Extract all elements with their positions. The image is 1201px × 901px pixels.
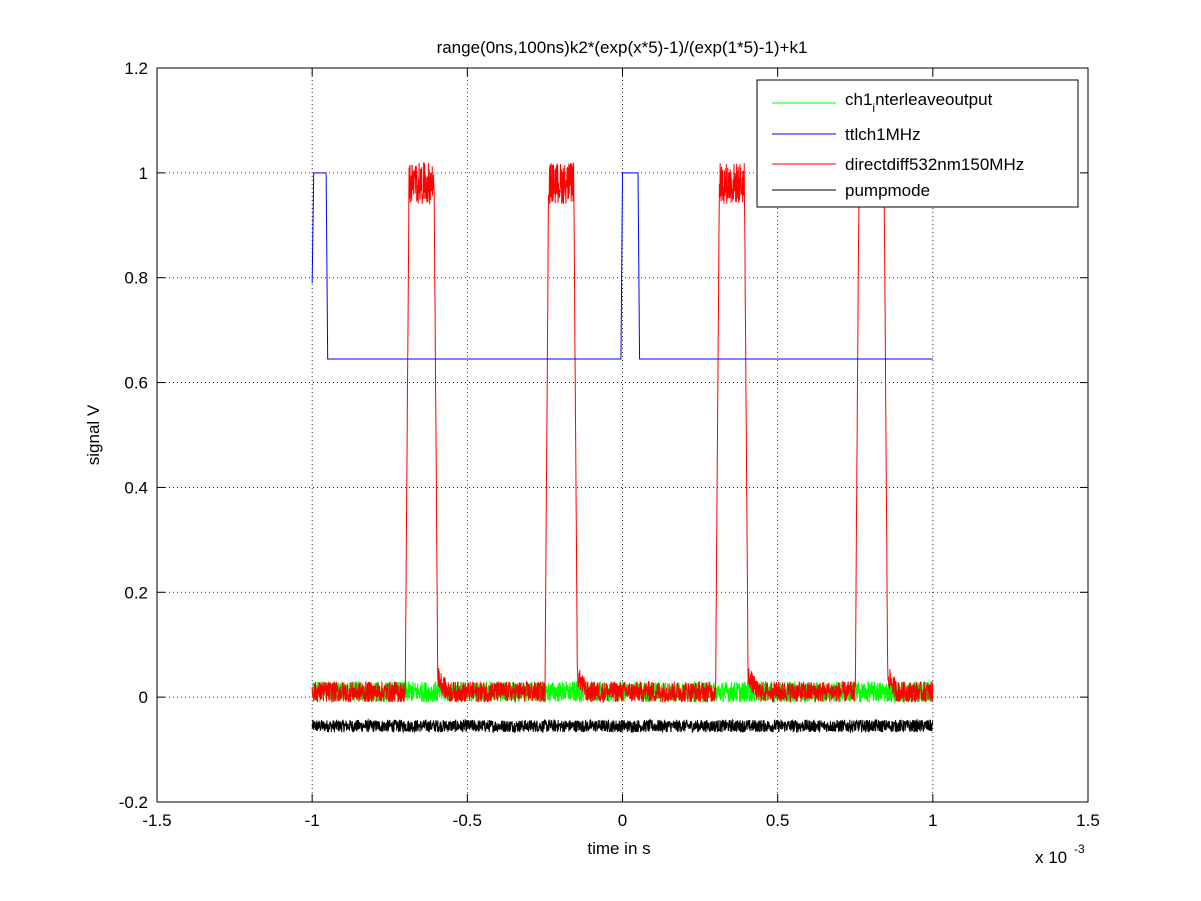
- y-tick-label: 0: [139, 688, 148, 707]
- x-multiplier-exponent: -3: [1074, 842, 1085, 856]
- y-tick-label: 0.4: [124, 478, 148, 497]
- x-tick-label: 1: [928, 811, 937, 830]
- series-ttlch1mhz: [311, 172, 933, 360]
- y-tick-label: 0.6: [124, 374, 148, 393]
- series-pumpmode: [311, 718, 934, 734]
- x-tick-label: 0.5: [766, 811, 790, 830]
- series-directdiff532nm150mhz: [311, 161, 934, 704]
- x-tick-label: 1.5: [1076, 811, 1100, 830]
- y-tick-label: 1.2: [124, 59, 148, 78]
- legend-label-ttlch1mhz: ttlch1MHz: [845, 125, 921, 144]
- y-tick-label: 0.8: [124, 269, 148, 288]
- x-tick-label: -0.5: [453, 811, 482, 830]
- x-axis-label: time in s: [587, 839, 650, 858]
- y-tick-label: -0.2: [119, 793, 148, 812]
- legend-box: [756, 79, 1079, 208]
- legend-label-directdiff532nm150mhz: directdiff532nm150MHz: [845, 155, 1024, 174]
- x-tick-label: -1: [305, 811, 320, 830]
- chart-title: range(0ns,100ns)k2*(exp(x*5)-1)/(exp(1*5…: [437, 38, 808, 57]
- y-tick-labels: -0.2 0 0.2 0.4 0.6 0.8 1 1.2: [119, 59, 148, 812]
- x-tick-label: -1.5: [142, 811, 171, 830]
- y-tick-label: 1: [139, 164, 148, 183]
- x-tick-label: 0: [618, 811, 627, 830]
- x-tick-labels: -1.5 -1 -0.5 0 0.5 1 1.5: [142, 811, 1099, 830]
- legend: ch1interleaveoutput ttlch1MHz directdiff…: [756, 79, 1079, 208]
- y-axis-label: signal V: [84, 404, 103, 465]
- x-multiplier: x 10: [1035, 848, 1067, 867]
- y-tick-label: 0.2: [124, 583, 148, 602]
- legend-label-ch1-interleaveoutput: ch1interleaveoutput: [845, 90, 993, 115]
- series-layer: [311, 161, 934, 734]
- ticks: [156, 67, 1089, 803]
- legend-label-pumpmode: pumpmode: [845, 181, 930, 200]
